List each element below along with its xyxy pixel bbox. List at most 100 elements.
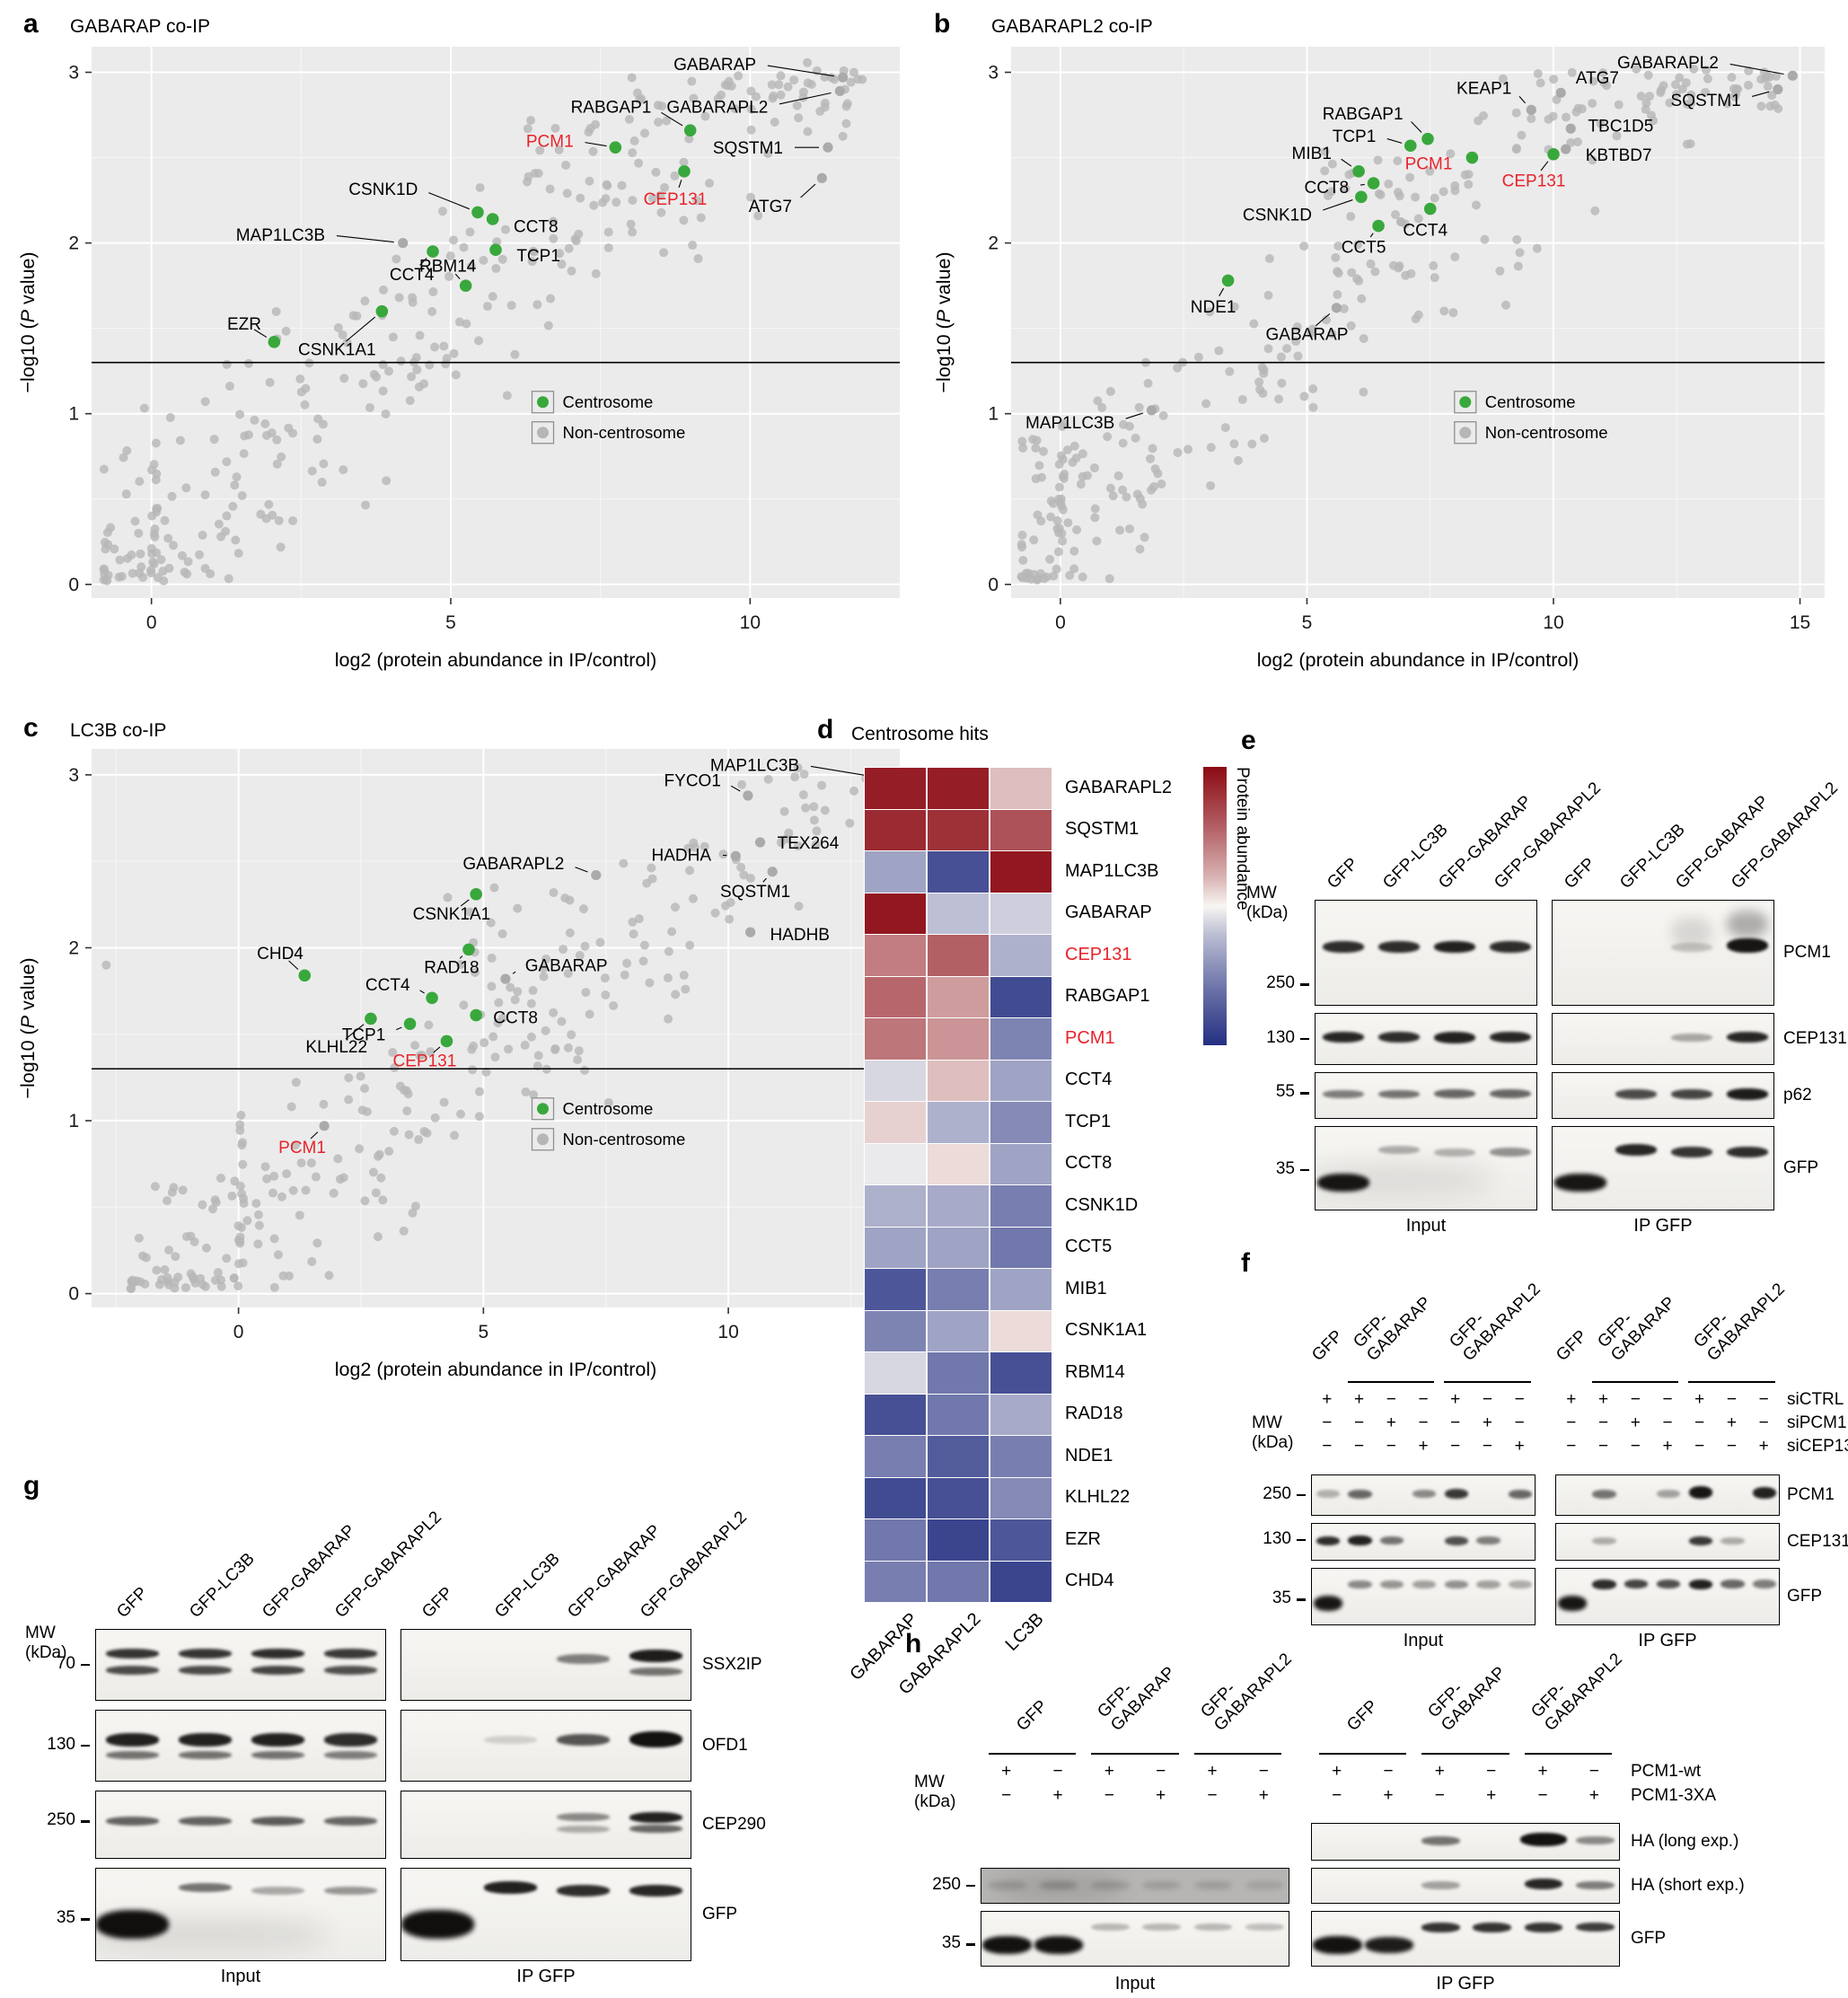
- label-leader: [1315, 312, 1331, 327]
- legend-dot: [537, 1133, 549, 1146]
- blot-target-label: HA (short exp.): [1631, 1876, 1745, 1895]
- panel-c-chart: MAP1LC3B FYCO1 TEX264 HADHA SQSTM1 GABARAPL2 H…: [13, 708, 920, 1412]
- blot-band: [1671, 1147, 1712, 1158]
- toggle-symbol: −: [1566, 1413, 1577, 1432]
- blot-box-input: [981, 1868, 1289, 1904]
- blot-band: [1245, 1923, 1284, 1932]
- blot-box-input: [1311, 1523, 1536, 1561]
- heatmap-row-label: EZR: [1065, 1528, 1101, 1549]
- background-points: [99, 57, 867, 585]
- blot-band: [1316, 1174, 1370, 1193]
- blot-box-ip: [400, 1791, 691, 1859]
- label-PCM1: PCM1: [526, 133, 574, 152]
- blot-group-label: Input: [1405, 1216, 1447, 1236]
- lane-group-bracket: [1421, 1753, 1509, 1755]
- lane-label: GFP-LC3B: [490, 1549, 564, 1622]
- blot-band: [251, 1751, 305, 1760]
- blot-target-label: GFP: [702, 1905, 738, 1923]
- y-tick-label: 3: [68, 63, 79, 84]
- blot-band: [323, 1665, 378, 1675]
- mw-marker-dash: [1300, 983, 1309, 986]
- label-leader: [1411, 121, 1422, 133]
- heatmap-cell: [927, 1476, 990, 1519]
- point-TEX264: [754, 837, 766, 848]
- point-PCM1: [1465, 151, 1479, 164]
- mw-kda-label: MW (kDa): [914, 1773, 956, 1811]
- toggle-symbol: −: [1386, 1390, 1396, 1409]
- blot-band: [1434, 941, 1475, 954]
- legend: Centrosome Non-centrosome: [531, 391, 685, 444]
- blot-band: [1671, 917, 1712, 948]
- toggle-symbol: −: [1537, 1786, 1548, 1805]
- point-TCP1: [1404, 139, 1417, 153]
- background-points: [101, 763, 882, 1294]
- blot-box-ip: [1555, 1523, 1780, 1561]
- blot-band: [401, 1910, 474, 1940]
- x-axis-title: log2 (protein abundance in IP/control): [335, 649, 657, 671]
- label-leader: [345, 316, 376, 342]
- heatmap-row-label: RAD18: [1065, 1404, 1123, 1424]
- label-leader: [1125, 412, 1144, 419]
- label-leader: [512, 971, 516, 974]
- blot-band: [1490, 1032, 1531, 1043]
- blot-box-ip: [1552, 1013, 1774, 1065]
- blot-band: [1615, 1088, 1657, 1099]
- y-tick-label: 1: [988, 404, 999, 425]
- heatmap-cell: [864, 1435, 927, 1478]
- toggle-symbol: +: [1514, 1437, 1525, 1456]
- blot-box-ip: [400, 1710, 691, 1782]
- mw-marker: 35: [941, 1933, 961, 1953]
- label-CCT4: CCT4: [390, 266, 435, 285]
- blot-band: [323, 1817, 378, 1826]
- point-GABARAP: [838, 72, 849, 83]
- legend-dot: [537, 1103, 549, 1115]
- heatmap-cell: [927, 1393, 990, 1436]
- blot-band: [483, 1880, 538, 1894]
- label-TCP1: TCP1: [1333, 128, 1377, 146]
- panel-e: e MW (kDa) GFP GFP-LC3B GFP-GABARAP GFP-GABAR…: [1239, 711, 1848, 1243]
- blot-band: [1727, 1147, 1768, 1158]
- toggle-label: siPCM1: [1787, 1413, 1847, 1432]
- heatmap-cell: [927, 1309, 990, 1352]
- x-tick-label: 15: [1790, 612, 1810, 633]
- toggle-symbol: −: [1758, 1390, 1769, 1409]
- blot-box-input: [1315, 1072, 1537, 1119]
- blot-box-ip: [1311, 1868, 1620, 1904]
- point-ATG7: [816, 172, 827, 183]
- toggle-symbol: −: [1662, 1390, 1673, 1409]
- heatmap-cell: [927, 1017, 990, 1061]
- mw-marker-dash: [966, 1884, 975, 1888]
- x-tick-label: 5: [479, 1322, 489, 1342]
- toggle-symbol: +: [1156, 1786, 1166, 1805]
- heatmap-cell: [990, 1309, 1052, 1352]
- toggle-symbol: −: [1514, 1390, 1525, 1409]
- heatmap-cell: [927, 1268, 990, 1311]
- label-leader: [460, 899, 470, 907]
- point-TCP1: [489, 243, 502, 257]
- mw-marker: 70: [56, 1654, 75, 1673]
- toggle-symbol: −: [1758, 1413, 1769, 1432]
- panel-h-letter: h: [905, 1629, 922, 1659]
- heatmap-row-label: GABARAP: [1065, 902, 1152, 923]
- toggle-symbol: −: [1588, 1762, 1599, 1781]
- blot-band: [1624, 1580, 1649, 1589]
- lane-group-bracket: [1592, 1381, 1679, 1383]
- major-gridlines: [1011, 47, 1825, 598]
- blot-band: [178, 1817, 233, 1826]
- lane-label: GFP-GABARAP: [1350, 1293, 1436, 1365]
- blot-band: [1473, 1922, 1511, 1932]
- mw-kda-label: MW (kDa): [25, 1624, 67, 1662]
- toggle-label: siCTRL: [1787, 1390, 1844, 1409]
- point-CCT5: [1372, 219, 1385, 233]
- mw-marker-dash: [1297, 1538, 1306, 1542]
- x-tick-label: 0: [233, 1322, 244, 1342]
- y-tick-label: 3: [68, 765, 79, 786]
- panel-b-title: GABARAPL2 co-IP: [991, 16, 1153, 37]
- panel-g-letter: g: [23, 1471, 40, 1501]
- toggle-symbol: +: [1001, 1762, 1012, 1781]
- blot-band: [1378, 1145, 1420, 1154]
- blot-band: [1378, 941, 1420, 954]
- label-FYCO1: FYCO1: [664, 772, 721, 791]
- label-HADHA: HADHA: [651, 846, 711, 865]
- blot-band: [323, 1648, 378, 1659]
